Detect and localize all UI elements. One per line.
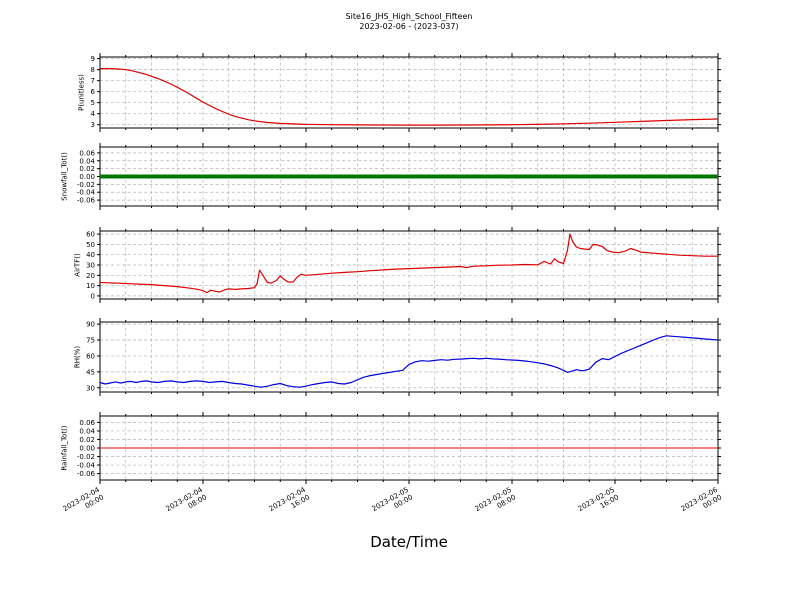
panel-frame bbox=[99, 321, 719, 393]
y-tick-label: -0.02 bbox=[77, 181, 95, 189]
y-tick-label: 60 bbox=[86, 231, 95, 239]
panel-p-unitless: 3 4 5 6 7 8 9 P(unitless) bbox=[78, 53, 721, 132]
y-tick-label: 6 bbox=[91, 88, 96, 96]
y-axis-label: Snowfall_Tot() bbox=[61, 152, 69, 201]
panel-frame bbox=[99, 56, 719, 129]
y-tick-label: 50 bbox=[86, 241, 95, 249]
y-tick-label: 0.02 bbox=[79, 165, 95, 173]
y-tick-label: -0.02 bbox=[77, 453, 95, 461]
y-tick-label: 90 bbox=[86, 321, 95, 329]
y-tick-label: 4 bbox=[91, 110, 96, 118]
y-tick-label: 8 bbox=[91, 66, 95, 74]
y-tick-label: 0.06 bbox=[79, 149, 95, 157]
x-axis-label: Date/Time bbox=[370, 533, 448, 551]
y-tick-label: 0.00 bbox=[79, 445, 95, 453]
panel-airtf: 0 10 20 30 40 50 60 AirTF() bbox=[73, 227, 721, 303]
chart-title-line1: Site16_JHS_High_School_Fifteen bbox=[345, 12, 473, 21]
panel-rh: 30 45 60 75 90 RH(%) bbox=[73, 318, 721, 396]
y-tick-label: 75 bbox=[86, 337, 95, 345]
y-axis-label: P(unitless) bbox=[78, 74, 86, 111]
y-tick-label: 40 bbox=[86, 251, 95, 259]
y-tick-label: 30 bbox=[86, 262, 95, 270]
y-tick-label: -0.04 bbox=[77, 462, 96, 470]
y-tick-label: 0.06 bbox=[79, 419, 95, 427]
y-tick-label: -0.04 bbox=[77, 189, 96, 197]
chart-title: Site16_JHS_High_School_Fifteen 2023-02-0… bbox=[9, 12, 800, 32]
y-tick-label: 20 bbox=[86, 272, 95, 280]
y-tick-label: 0 bbox=[91, 292, 95, 300]
y-tick-label: 0.02 bbox=[79, 436, 95, 444]
y-tick-label: 3 bbox=[91, 121, 95, 129]
y-tick-label: 0.04 bbox=[79, 157, 95, 165]
y-axis-label: Rainfall_Tot() bbox=[61, 425, 69, 470]
y-tick-label: 5 bbox=[91, 99, 95, 107]
y-tick-label: 10 bbox=[86, 282, 95, 290]
y-tick-label: 9 bbox=[91, 55, 95, 63]
y-tick-label: 45 bbox=[86, 368, 95, 376]
y-tick-label: 60 bbox=[86, 352, 95, 360]
panel-frame bbox=[99, 230, 719, 300]
series-rh bbox=[99, 335, 719, 388]
y-axis-label: AirTF() bbox=[73, 253, 81, 277]
y-tick-label: -0.06 bbox=[77, 470, 96, 478]
chart-title-line2: 2023-02-06 - (2023-037) bbox=[359, 22, 459, 31]
y-tick-label: 0.00 bbox=[79, 173, 95, 181]
panel-snowfall-tot: -0.06-0.04-0.020.000.020.040.06 Snowfall_… bbox=[61, 143, 721, 210]
y-tick-label: 0.04 bbox=[79, 427, 95, 435]
series-airtf bbox=[99, 233, 718, 294]
y-tick-label: -0.06 bbox=[77, 197, 96, 205]
series-p-unitless bbox=[100, 67, 719, 126]
y-axis-label: RH(%) bbox=[73, 346, 81, 369]
y-tick-label: 7 bbox=[91, 77, 95, 85]
y-tick-label: 30 bbox=[86, 384, 95, 392]
panel-rainfall-tot: -0.06-0.04-0.020.000.020.040.06 Rainfall_… bbox=[61, 412, 723, 514]
